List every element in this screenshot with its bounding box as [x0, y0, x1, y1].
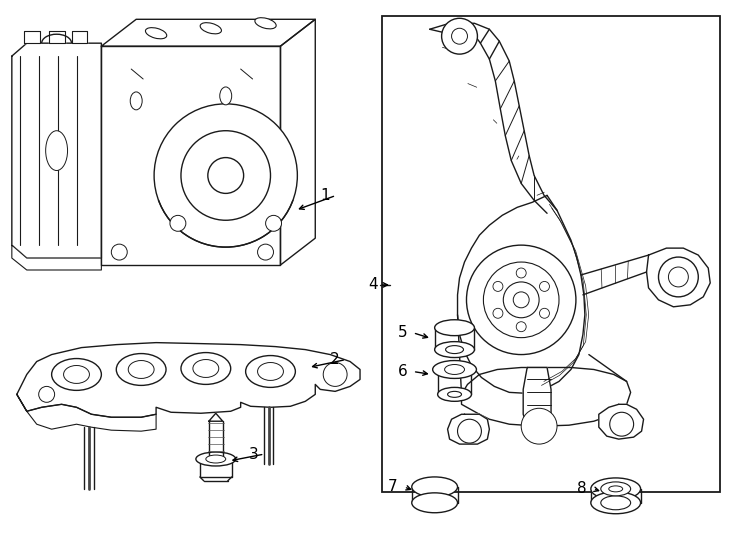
Circle shape: [170, 215, 186, 231]
Text: 6: 6: [398, 364, 407, 379]
Ellipse shape: [206, 455, 226, 463]
Ellipse shape: [448, 392, 462, 397]
Ellipse shape: [196, 452, 236, 466]
Circle shape: [669, 267, 688, 287]
Ellipse shape: [412, 493, 457, 513]
Polygon shape: [17, 342, 360, 417]
Ellipse shape: [130, 92, 142, 110]
Polygon shape: [12, 245, 101, 270]
Ellipse shape: [64, 366, 90, 383]
Polygon shape: [200, 459, 232, 477]
Circle shape: [658, 257, 698, 297]
Polygon shape: [647, 248, 711, 307]
Circle shape: [451, 28, 468, 44]
Circle shape: [513, 292, 529, 308]
Circle shape: [467, 245, 576, 355]
Circle shape: [266, 215, 282, 231]
Ellipse shape: [445, 364, 465, 374]
Ellipse shape: [591, 478, 641, 500]
Circle shape: [154, 104, 297, 247]
Circle shape: [484, 262, 559, 338]
Ellipse shape: [258, 362, 283, 380]
Bar: [382, 16, 720, 492]
Ellipse shape: [51, 359, 101, 390]
Polygon shape: [599, 404, 644, 439]
Polygon shape: [101, 46, 280, 265]
Text: 1: 1: [320, 188, 330, 203]
Text: 4: 4: [368, 278, 377, 293]
Circle shape: [539, 281, 550, 292]
Ellipse shape: [591, 492, 641, 514]
Text: 8: 8: [577, 481, 586, 496]
Polygon shape: [462, 368, 631, 426]
Polygon shape: [448, 414, 490, 444]
Polygon shape: [17, 394, 156, 431]
Polygon shape: [280, 19, 316, 265]
Circle shape: [457, 419, 482, 443]
Ellipse shape: [145, 28, 167, 39]
Polygon shape: [523, 368, 551, 426]
Ellipse shape: [432, 361, 476, 379]
Ellipse shape: [128, 361, 154, 379]
Ellipse shape: [46, 131, 68, 171]
Polygon shape: [23, 31, 40, 43]
Circle shape: [610, 412, 633, 436]
Circle shape: [516, 268, 526, 278]
Circle shape: [493, 308, 503, 318]
Polygon shape: [12, 43, 101, 258]
Polygon shape: [457, 195, 585, 393]
Ellipse shape: [601, 482, 631, 496]
Circle shape: [181, 131, 271, 220]
Circle shape: [493, 281, 503, 292]
Ellipse shape: [181, 353, 230, 384]
Text: 5: 5: [398, 325, 407, 340]
Polygon shape: [101, 19, 316, 46]
Circle shape: [258, 244, 274, 260]
Circle shape: [539, 308, 550, 318]
Ellipse shape: [219, 87, 232, 105]
Circle shape: [323, 362, 347, 387]
Ellipse shape: [608, 486, 622, 492]
Circle shape: [504, 282, 539, 318]
Text: 7: 7: [388, 480, 398, 495]
Ellipse shape: [200, 23, 222, 34]
Circle shape: [521, 408, 557, 444]
Text: 3: 3: [249, 447, 258, 462]
Polygon shape: [48, 31, 65, 43]
Ellipse shape: [412, 477, 457, 497]
Circle shape: [516, 322, 526, 332]
Circle shape: [112, 244, 127, 260]
Circle shape: [442, 18, 477, 54]
Text: 2: 2: [330, 352, 340, 367]
Ellipse shape: [116, 354, 166, 386]
Ellipse shape: [435, 342, 474, 357]
Ellipse shape: [437, 387, 471, 401]
Ellipse shape: [446, 346, 463, 354]
Ellipse shape: [601, 496, 631, 510]
Ellipse shape: [246, 355, 295, 387]
Ellipse shape: [435, 320, 474, 336]
Polygon shape: [71, 31, 87, 43]
Ellipse shape: [193, 360, 219, 377]
Circle shape: [39, 387, 54, 402]
Circle shape: [208, 158, 244, 193]
Polygon shape: [208, 413, 222, 421]
Ellipse shape: [255, 18, 276, 29]
